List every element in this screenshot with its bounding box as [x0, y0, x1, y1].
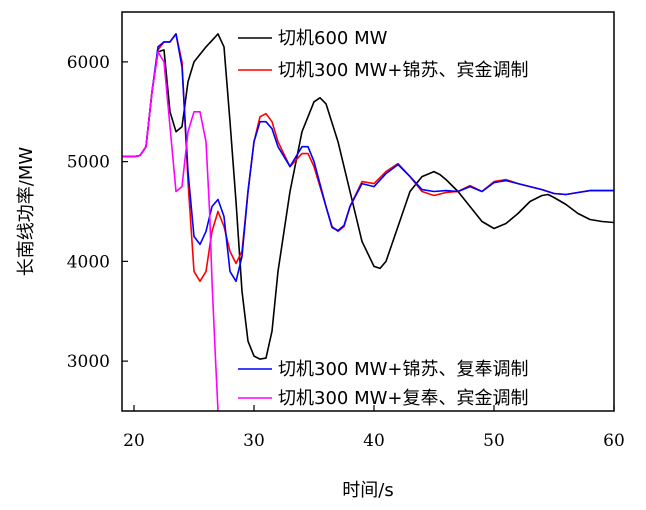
x-tick-label-40: 40 — [363, 431, 385, 451]
y-tick-label-3000: 3000 — [67, 352, 110, 372]
x-tick-label-50: 50 — [483, 431, 505, 451]
series-line-1 — [122, 33, 614, 360]
y-tick-label-4000: 4000 — [67, 252, 110, 272]
series-layer — [122, 33, 614, 411]
plot-frame — [121, 11, 615, 412]
y-tick-label-6000: 6000 — [67, 53, 110, 73]
series-line-4 — [122, 51, 219, 411]
x-tick-label-30: 30 — [243, 431, 265, 451]
x-axis-label: 时间/s — [342, 480, 393, 501]
legend-label-bottom-1: 切机300 MW+锦苏、复奉调制 — [278, 359, 529, 380]
legend-label-bottom-2: 切机300 MW+复奉、宾金调制 — [278, 388, 529, 409]
legend-label-top-1: 切机600 MW — [278, 28, 388, 49]
x-tick-label-20: 20 — [123, 431, 145, 451]
ticks-layer: 20 30 40 50 60 3000 4000 5000 6000 — [67, 53, 625, 451]
y-axis-label: 长南线功率/MW — [16, 147, 37, 277]
y-tick-label-5000: 5000 — [67, 153, 110, 173]
series-line-3 — [122, 33, 614, 283]
legend-label-top-2: 切机300 MW+锦苏、宾金调制 — [278, 60, 529, 81]
x-tick-label-60: 60 — [603, 431, 625, 451]
y-axis-label-group: 长南线功率/MW — [16, 147, 37, 277]
